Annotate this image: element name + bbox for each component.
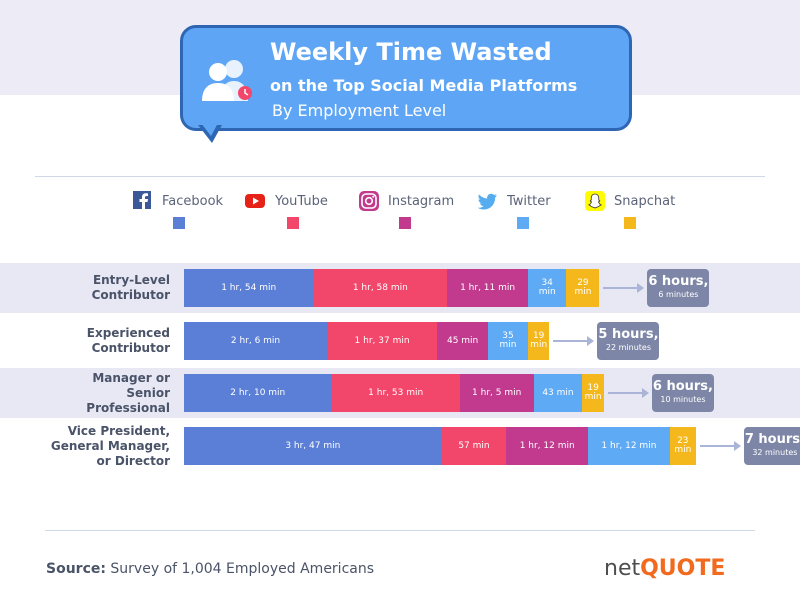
twitter-icon [477,193,497,210]
total-box: 5 hours, 22 minutes [597,322,660,360]
users-icon [202,60,252,101]
total-hours: 7 hours, [744,432,800,447]
legend-swatch-facebook [173,217,185,229]
total-arrow-line [553,340,588,342]
snapchat-icon [585,191,605,211]
bar-segment-instagram: 1 hr, 11 min [447,269,528,307]
total-box: 7 hours, 32 minutes [743,427,800,465]
legend-label-facebook: Facebook [162,194,224,209]
total-arrow-line [607,392,642,394]
total-minutes: 32 minutes [752,448,798,457]
bar-segment-instagram: 1 hr, 12 min [506,427,589,465]
legend-swatch-snapchat [624,217,636,229]
logo-quote: QUOTE [640,556,726,581]
legend-label-youtube: YouTube [275,194,328,209]
title-bubble [180,25,632,131]
total-minutes: 22 minutes [605,343,652,352]
chart-title-line2: on the Top Social Media Platforms [270,76,578,95]
bar-segment-youtube: 1 hr, 53 min [331,374,460,412]
category-label-line: Entry-Level [92,273,170,287]
category-label: Vice President, General Manager, or Direct… [0,424,170,469]
bar-segment-instagram: 45 min [437,322,489,360]
bar-segment-snapchat: 29 min [566,269,600,307]
total-arrow-head [733,441,741,451]
source-text: Survey of 1,004 Employed Americans [105,561,375,577]
legend-label-instagram: Instagram [388,194,455,209]
bar-segment-twitter: 34 min [527,269,567,307]
total-arrow-head [637,283,645,293]
category-label-line: or Director [96,453,170,468]
total-arrow-line [603,287,638,289]
legend-top-rule [35,176,765,177]
logo-net: net [604,556,641,581]
total-hours: 6 hours, [648,274,709,289]
bar-segment-twitter: 1 hr, 12 min [588,427,670,465]
total-arrow-head [587,336,595,346]
instagram-icon [359,191,379,211]
legend-swatch-twitter [517,217,529,229]
total-hours: 5 hours, [598,327,659,342]
youtube-icon [245,194,265,208]
total-minutes: 6 minutes [658,290,699,299]
bar-segment-youtube: 1 hr, 37 min [327,322,438,360]
netquote-logo: netQUOTE [604,556,725,581]
source-label: Source: [46,561,106,577]
bar-segment-twitter: 35 min [488,322,528,360]
legend-swatch-instagram [399,217,411,229]
category-label-line: General Manager, [50,438,170,453]
bar-segment-twitter: 43 min [533,374,583,412]
category-label-line: Vice President, [67,423,170,438]
bar-segment-facebook: 3 hr, 47 min [184,427,442,465]
category-label-line: Contributor [91,341,170,355]
category-label: Experienced Contributor [0,326,170,356]
bar-segment-snapchat: 19 min [582,374,604,412]
total-arrow-head [641,388,649,398]
bar-segment-facebook: 2 hr, 6 min [184,322,327,360]
category-label: Manager or Senior Professional [0,371,170,416]
category-label: Entry-Level Contributor [0,273,170,303]
source-note: Source: Survey of 1,004 Employed America… [46,561,374,577]
category-label-line: Senior [126,385,170,400]
bar-segment-snapchat: 19 min [527,322,550,360]
bar-segment-youtube: 57 min [441,427,507,465]
chart-title: Weekly Time Wasted [270,38,552,66]
bar-segment-facebook: 1 hr, 54 min [184,269,314,307]
category-label-line: Professional [86,400,170,415]
legend-label-twitter: Twitter [507,194,551,209]
bar-segment-instagram: 1 hr, 5 min [459,374,534,412]
total-minutes: 10 minutes [660,395,706,404]
total-box: 6 hours, 6 minutes [647,269,710,307]
total-hours: 6 hours, [652,379,713,394]
bar-segment-youtube: 1 hr, 58 min [313,269,448,307]
total-box: 6 hours, 10 minutes [651,374,714,412]
category-label-line: Experienced [86,326,170,340]
bar-segment-snapchat: 23 min [669,427,696,465]
legend-label-snapchat: Snapchat [614,194,676,209]
legend-swatch-youtube [287,217,299,229]
bar-segment-facebook: 2 hr, 10 min [184,374,332,412]
chart-subtitle: By Employment Level [272,101,447,120]
category-label-line: Contributor [91,288,170,302]
bubble-tail-inner [201,123,218,136]
total-arrow-line [699,445,734,447]
category-label-line: Manager or [92,370,170,385]
facebook-icon [133,191,151,209]
footer-rule [45,530,755,531]
